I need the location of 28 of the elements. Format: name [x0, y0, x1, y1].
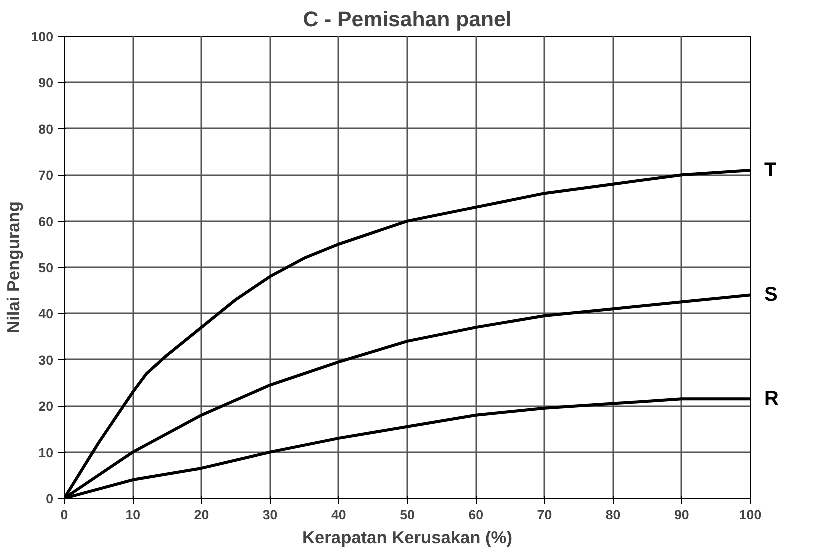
x-tick-label: 100 — [739, 508, 762, 522]
y-tick-label: 40 — [38, 306, 54, 322]
x-tick-label: 70 — [537, 508, 552, 522]
y-tick-label: 100 — [31, 30, 54, 44]
y-tick-label: 50 — [38, 260, 54, 276]
x-tick-label: 50 — [400, 508, 415, 522]
series-label: R — [764, 388, 780, 410]
x-tick-label: 20 — [194, 508, 210, 522]
x-tick-label: 30 — [262, 508, 278, 522]
y-tick-label: 30 — [38, 352, 54, 368]
x-tick-label: 80 — [606, 508, 621, 522]
y-axis-title: Nilai Pengurang — [3, 202, 24, 334]
y-tick-label: 80 — [38, 122, 54, 137]
series-label: S — [764, 284, 778, 306]
x-axis-title: Kerapatan Kerusakan (%) — [302, 528, 512, 548]
y-tick-label: 60 — [38, 214, 54, 230]
y-tick-label: 70 — [38, 168, 54, 184]
chart-title: C - Pemisahan panel — [303, 8, 512, 32]
x-tick-label: 0 — [60, 508, 68, 522]
x-tick-label: 90 — [674, 508, 690, 522]
x-tick-label: 10 — [126, 508, 141, 522]
y-tick-label: 0 — [46, 492, 54, 506]
x-tick-label: 60 — [468, 508, 484, 522]
y-tick-label: 90 — [38, 76, 54, 91]
y-tick-label: 10 — [38, 445, 54, 460]
y-tick-label: 20 — [38, 399, 54, 414]
x-tick-label: 40 — [331, 508, 346, 522]
series-label: T — [764, 159, 777, 182]
